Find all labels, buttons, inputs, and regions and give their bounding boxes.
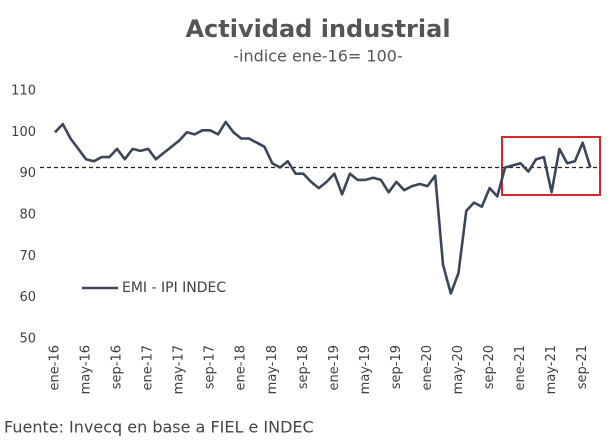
y-tick-label: 80 (19, 208, 36, 223)
legend-label: EMI - IPI INDEC (122, 280, 226, 296)
y-tick-label: 90 (19, 166, 36, 181)
x-tick-label: may-21 (544, 345, 559, 394)
x-tick-label: ene-20 (420, 345, 435, 390)
y-tick-label: 70 (19, 249, 36, 264)
x-tick-label: ene-18 (234, 345, 249, 390)
y-tick-label: 100 (11, 125, 36, 140)
x-tick-label: may-18 (265, 345, 280, 394)
chart-subtitle: -indice ene-16= 100- (233, 47, 402, 66)
x-tick-label: may-20 (451, 345, 466, 394)
series-line (54, 120, 592, 295)
x-tick-label: sep-20 (482, 345, 497, 389)
x-tick-label: may-19 (358, 345, 373, 394)
highlight-box (501, 136, 601, 196)
y-tick-label: 110 (11, 84, 36, 99)
x-tick-label: sep-17 (203, 345, 218, 389)
x-tick-label: ene-17 (141, 345, 156, 390)
x-tick-label: ene-16 (48, 345, 63, 390)
x-tick-label: sep-16 (110, 345, 125, 389)
y-tick-label: 50 (19, 332, 36, 347)
x-tick-label: sep-21 (575, 345, 590, 389)
x-tick-label: sep-18 (296, 345, 311, 389)
x-tick-label: ene-21 (513, 345, 528, 390)
x-tick-label: ene-19 (327, 345, 342, 390)
x-tick-label: may-17 (172, 345, 187, 394)
x-tick-label: may-16 (79, 345, 94, 394)
source: Fuente: Invecq en base a FIEL e INDEC (4, 418, 314, 437)
y-tick-label: 60 (19, 290, 36, 305)
x-tick-label: sep-19 (389, 345, 404, 389)
chart-title: Actividad industrial (185, 15, 450, 43)
